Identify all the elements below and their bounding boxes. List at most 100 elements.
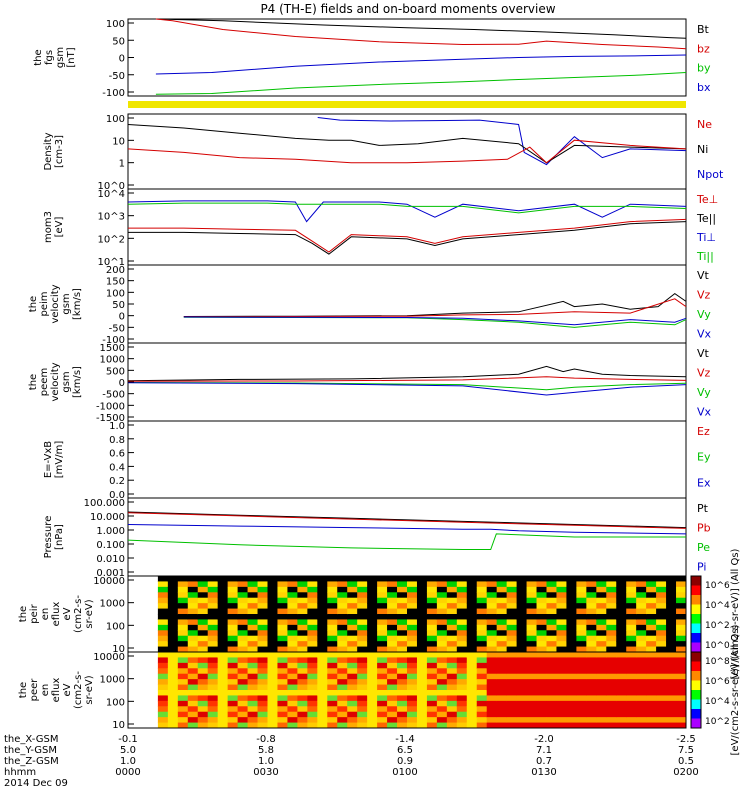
spectrogram-cell <box>157 641 169 648</box>
spectrogram-cell <box>357 646 368 653</box>
spectrogram-cell <box>546 624 557 631</box>
spectrogram-cell <box>367 597 378 604</box>
spectrogram-cell <box>157 711 169 718</box>
y-tick-label: -1500 <box>96 413 125 424</box>
spectrogram-cell <box>207 662 219 669</box>
spectrogram-cell <box>526 624 538 631</box>
spectrogram-cell <box>267 684 278 691</box>
spectrogram-cell <box>646 635 657 642</box>
spectrogram-cell <box>496 673 508 680</box>
spectrogram-cell <box>436 603 448 610</box>
spectrogram-cell <box>287 592 298 599</box>
spectrogram-cell <box>456 690 468 696</box>
spectrogram-cell <box>456 684 468 691</box>
spectrogram-cell <box>217 603 229 610</box>
spectrogram-cell <box>446 592 458 599</box>
spectrogram-cell <box>646 592 657 599</box>
spectrogram-cell <box>257 641 268 648</box>
spectrogram-cell <box>317 608 328 615</box>
series-line-1 <box>127 365 687 382</box>
spectrogram-cell <box>137 635 149 642</box>
spectrogram-cell <box>486 597 498 604</box>
colorbar-segment <box>691 680 701 691</box>
spectrogram-cell <box>606 657 617 664</box>
spectrogram-cell <box>387 722 398 729</box>
spectrogram-cell <box>307 657 318 664</box>
spectrogram-cell <box>407 624 418 631</box>
spectrogram-cell <box>157 597 169 604</box>
spectrogram-cell <box>446 597 458 604</box>
spectrogram-cell <box>436 641 448 648</box>
spectrogram-cell <box>466 646 478 653</box>
spectrogram-cell <box>636 711 647 718</box>
spectrogram-cell <box>397 619 408 626</box>
spectrogram-cell <box>566 603 577 610</box>
spectrogram-cell <box>606 684 617 691</box>
spectrogram-cell <box>377 668 388 675</box>
y-tick-label: 10^3 <box>98 212 125 223</box>
spectrogram-cell <box>337 706 348 713</box>
spectrogram-cell <box>267 717 278 724</box>
legend-entry: Ez <box>697 425 710 438</box>
spectrogram-cell <box>277 576 288 582</box>
spectrogram-cell <box>476 603 488 610</box>
spectrogram-cell <box>586 630 597 637</box>
spectrogram-cell <box>596 690 607 696</box>
y-tick-label: 10 <box>112 720 125 731</box>
spectrogram-cell <box>347 603 358 610</box>
y-axis-label: eV <box>62 683 73 696</box>
y-tick-label: 10^4 <box>98 189 125 200</box>
spectrogram-cell <box>267 576 278 582</box>
x-tick-value: -2.0 <box>534 734 554 745</box>
spectrogram-cell <box>207 592 219 599</box>
spectrogram-cell <box>137 706 149 713</box>
spectrogram-cell <box>267 603 278 610</box>
spectrogram-cell <box>217 581 229 588</box>
spectrogram-cell <box>147 717 159 724</box>
spectrogram-cell <box>516 597 528 604</box>
panel-frame <box>127 113 687 190</box>
y-axis-label: gsm <box>61 293 72 314</box>
spectrogram-cell <box>197 684 209 691</box>
spectrogram-cell <box>197 679 209 686</box>
spectrogram-cell <box>526 630 538 637</box>
y-axis-label: eV <box>62 607 73 620</box>
spectrogram-cell <box>556 679 567 686</box>
spectrogram-cell <box>546 646 557 653</box>
spectrogram-cell <box>566 619 577 626</box>
spectrogram-cell <box>147 722 159 729</box>
spectrogram-cell <box>596 684 607 691</box>
spectrogram-cell <box>227 597 239 604</box>
spectrogram-cell <box>267 641 278 648</box>
spectrogram-cell <box>556 614 567 620</box>
spectrogram-cell <box>297 635 308 642</box>
spectrogram-cell <box>616 624 627 631</box>
spectrogram-cell <box>576 641 587 648</box>
spectrogram-cell <box>387 695 398 702</box>
legend-entry: Vx <box>697 406 712 419</box>
spectrogram-cell <box>157 668 169 675</box>
spectrogram-cell <box>267 581 278 588</box>
spectrogram-cell <box>656 603 667 610</box>
spectrogram-cell <box>496 706 508 713</box>
spectrogram-cell <box>267 635 278 642</box>
spectrogram-cell <box>486 614 498 620</box>
spectrogram-cell <box>516 586 528 593</box>
spectrogram-cell <box>337 679 348 686</box>
spectrogram-cell <box>456 722 468 729</box>
spectrogram-cell <box>476 690 488 696</box>
spectrogram-cell <box>646 706 657 713</box>
spectrogram-cell <box>387 717 398 724</box>
spectrogram-cell <box>407 690 418 696</box>
spectrogram-cell <box>636 690 647 696</box>
spectrogram-cell <box>357 586 368 593</box>
spectrogram-cell <box>197 586 209 593</box>
spectrogram-cell <box>596 717 607 724</box>
spectrogram-cell <box>287 673 298 680</box>
spectrogram-cell <box>496 668 508 675</box>
spectrogram-cell <box>556 581 567 588</box>
spectrogram-cell <box>556 630 567 637</box>
spectrogram-cell <box>456 624 468 631</box>
spectrogram-cell <box>157 635 169 642</box>
spectrogram-cell <box>337 722 348 729</box>
